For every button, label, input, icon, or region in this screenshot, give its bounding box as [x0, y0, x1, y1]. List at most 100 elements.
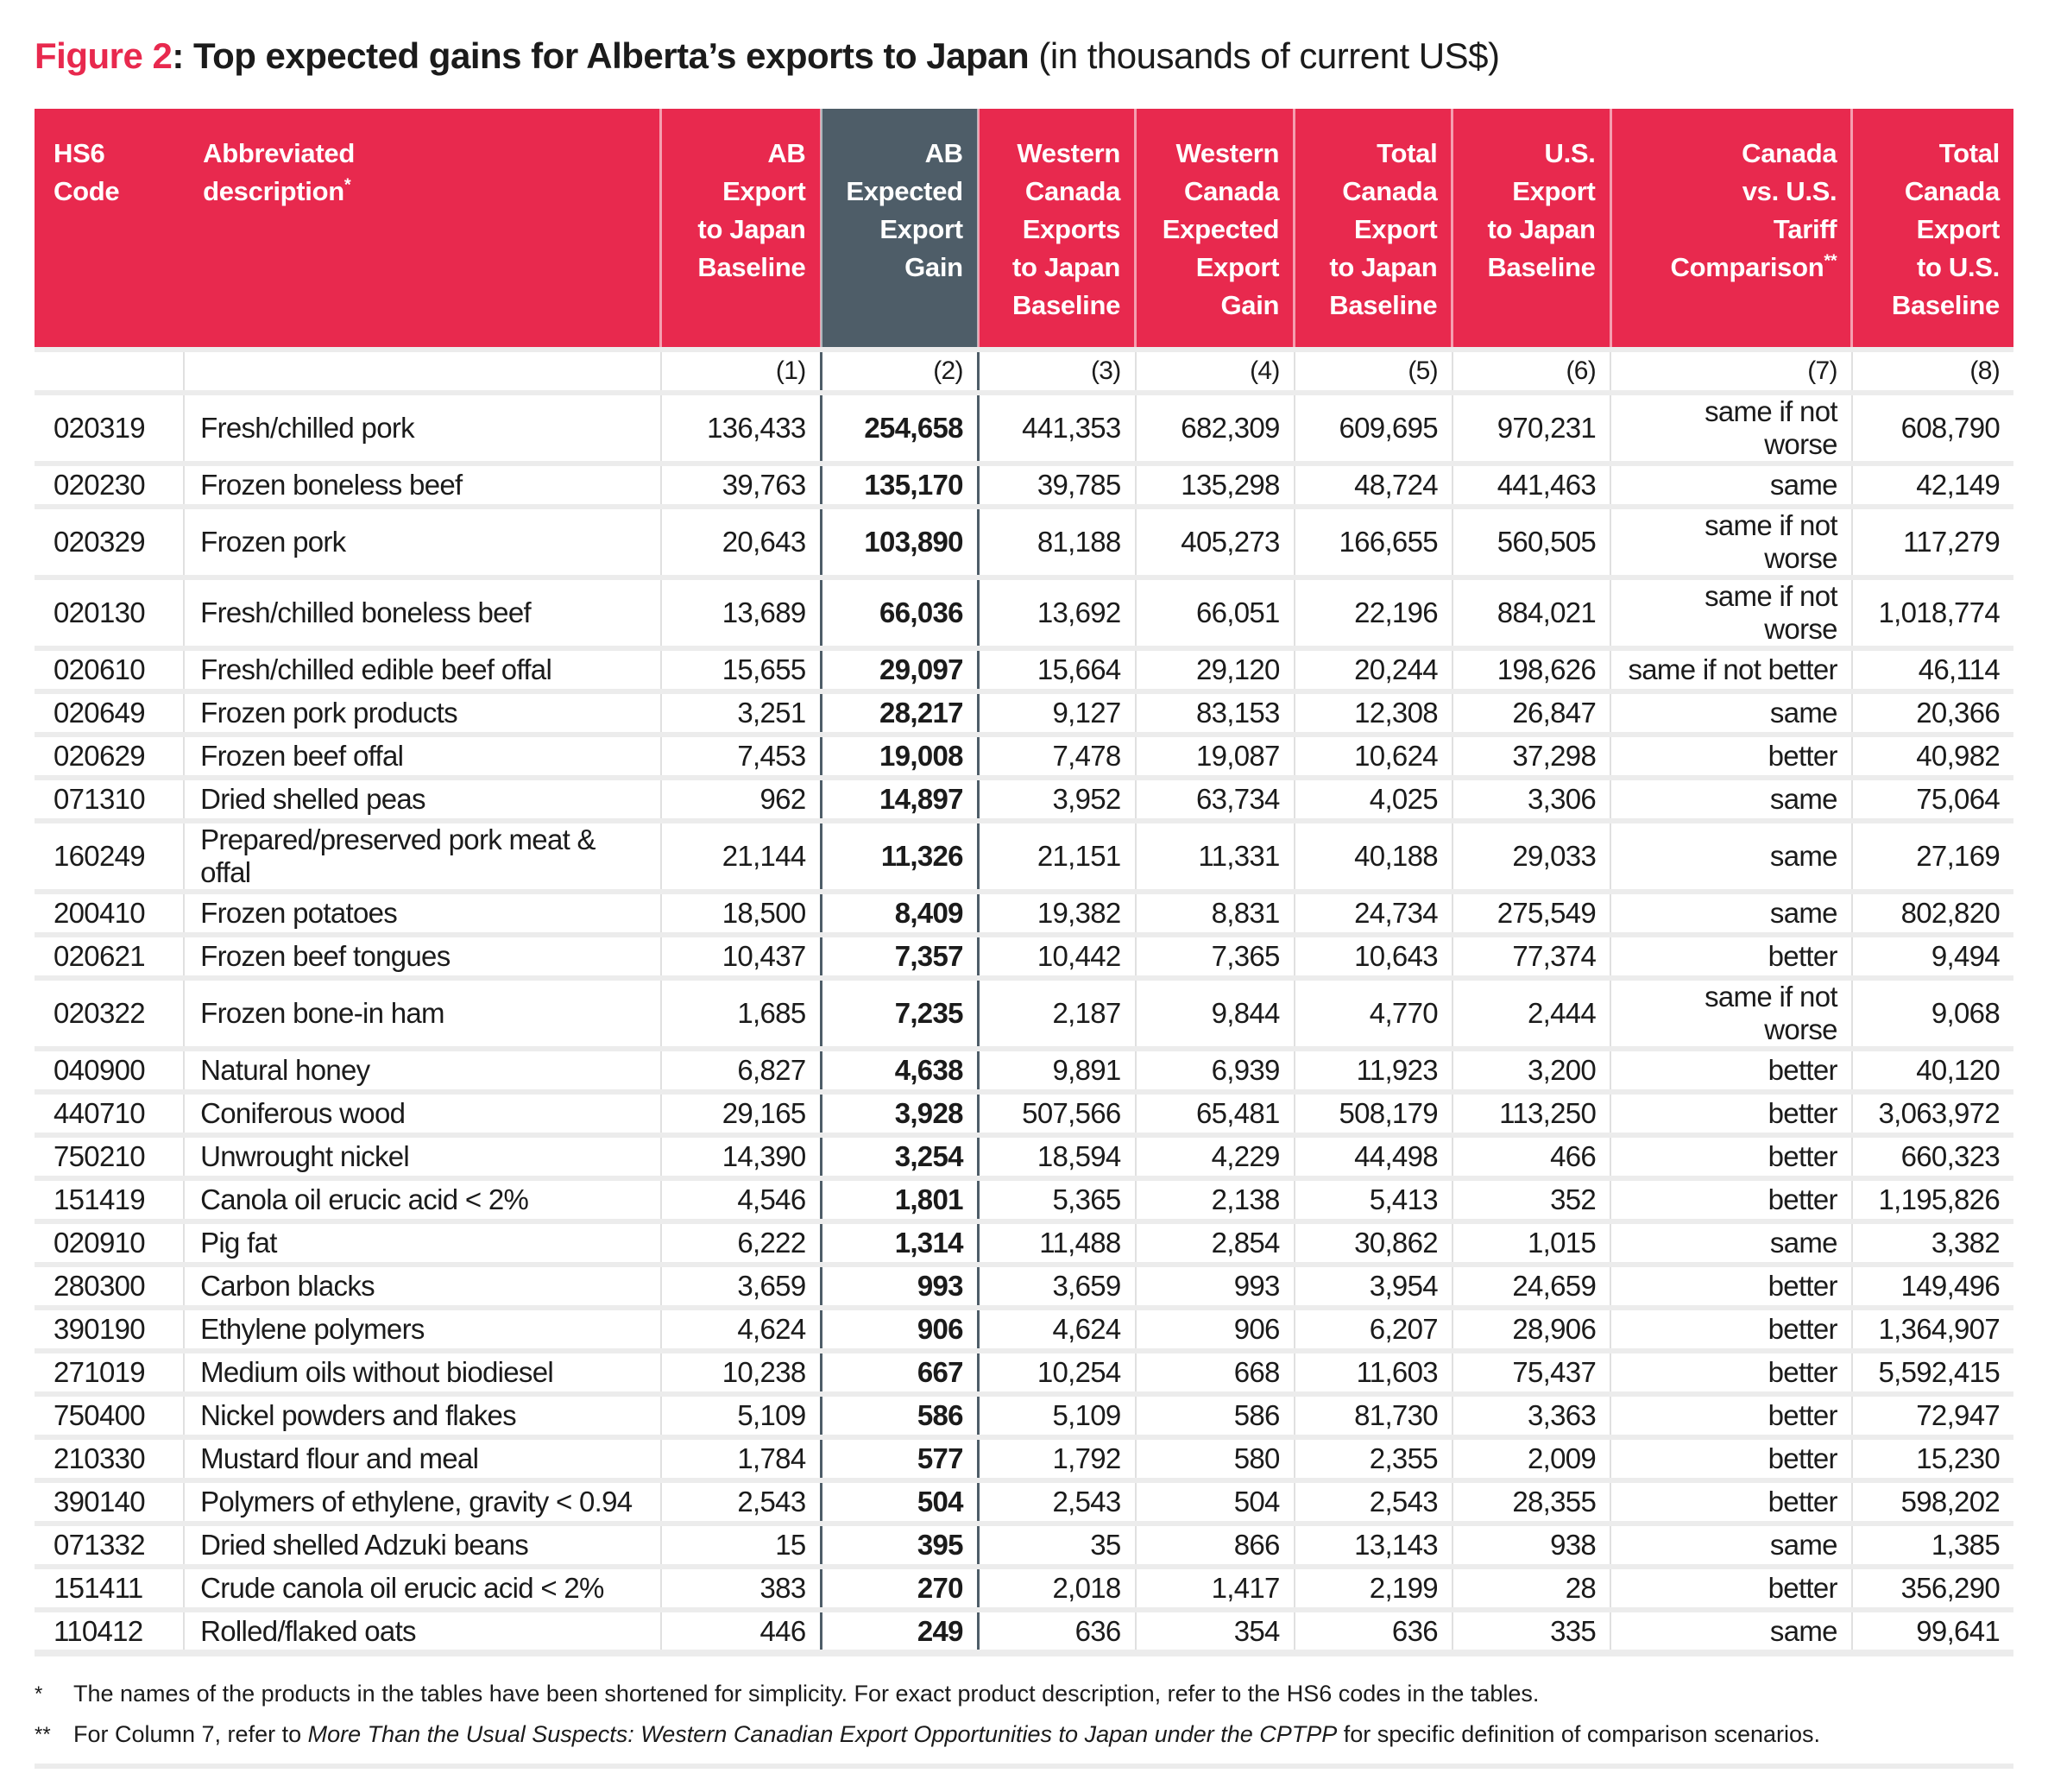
cell-wc_exports_japan_baseline: 2,018 [976, 1564, 1136, 1610]
cell-ab_expected_export_gain: 254,658 [819, 390, 979, 464]
cell-canada_vs_us_tariff_comparison: better [1610, 1391, 1852, 1437]
cell-hs6_code: 020329 [35, 504, 185, 577]
cell-total_canada_export_us_baseline: 660,323 [1850, 1133, 2013, 1178]
cell-ab_export_japan_baseline: 5,109 [659, 1391, 821, 1437]
cell-ab_export_japan_baseline: 39,763 [659, 461, 821, 507]
cell-wc_expected_export_gain: 7,365 [1134, 932, 1295, 978]
cell-description: Frozen bone-in ham [183, 975, 661, 1049]
cell-description: Frozen beef offal [183, 732, 661, 778]
cell-hs6_code: 750210 [35, 1133, 185, 1178]
page-bottom-divider [35, 1764, 2013, 1769]
cell-description: Polymers of ethylene, gravity < 0.94 [183, 1478, 661, 1524]
cell-description: Natural honey [183, 1046, 661, 1092]
cell-ab_expected_export_gain: 19,008 [819, 732, 979, 778]
cell-total_canada_export_us_baseline: 598,202 [1850, 1478, 2013, 1524]
cell-us_export_japan_baseline: 29,033 [1451, 818, 1611, 892]
footnote-1-marker: * [35, 1682, 43, 1706]
col-header-description: Abbreviated description* [184, 109, 661, 350]
cell-ab_export_japan_baseline: 962 [659, 775, 821, 821]
cell-canada_vs_us_tariff_comparison: same [1610, 1607, 1852, 1656]
cell-wc_expected_export_gain: 504 [1134, 1478, 1295, 1524]
col-number-wc_exports_japan_baseline: (3) [976, 347, 1136, 393]
cell-canada_vs_us_tariff_comparison: better [1610, 1564, 1852, 1610]
cell-canada_vs_us_tariff_comparison: better [1610, 732, 1852, 778]
footnote-2-marker: ** [35, 1723, 51, 1746]
cell-us_export_japan_baseline: 24,659 [1451, 1262, 1611, 1308]
cell-us_export_japan_baseline: 26,847 [1451, 689, 1611, 735]
cell-total_canada_export_japan_baseline: 4,770 [1293, 975, 1453, 1049]
cell-canada_vs_us_tariff_comparison: better [1610, 1262, 1852, 1308]
cell-total_canada_export_us_baseline: 5,592,415 [1850, 1348, 2013, 1394]
footnote-1-text: The names of the products in the tables … [73, 1679, 1539, 1709]
cell-canada_vs_us_tariff_comparison: same [1610, 689, 1852, 735]
cell-canada_vs_us_tariff_comparison: better [1610, 1133, 1852, 1178]
cell-description: Ethylene polymers [183, 1305, 661, 1351]
cell-us_export_japan_baseline: 884,021 [1451, 575, 1611, 648]
cell-ab_expected_export_gain: 4,638 [819, 1046, 979, 1092]
header-row: HS6 Code Abbreviated description* AB Expor… [35, 109, 2013, 350]
table-row: 160249 Prepared/preserved pork meat & off… [35, 818, 2013, 892]
table-header: HS6 Code Abbreviated description* AB Expor… [35, 109, 2013, 350]
cell-wc_exports_japan_baseline: 10,442 [976, 932, 1136, 978]
cell-description: Frozen beef tongues [183, 932, 661, 978]
cell-total_canada_export_us_baseline: 46,114 [1850, 646, 2013, 691]
cell-wc_expected_export_gain: 29,120 [1134, 646, 1295, 691]
header-footnote-marker: * [343, 175, 351, 195]
cell-description: Medium oils without biodiesel [183, 1348, 661, 1394]
cell-hs6_code: 071310 [35, 775, 185, 821]
table-row: 151419 Canola oil erucic acid < 2% 4,546 1,… [35, 1176, 2013, 1221]
cell-wc_exports_japan_baseline: 5,109 [976, 1391, 1136, 1437]
col-number-description [183, 347, 661, 393]
cell-ab_expected_export_gain: 3,928 [819, 1089, 979, 1135]
cell-wc_expected_export_gain: 2,854 [1134, 1219, 1295, 1265]
cell-total_canada_export_us_baseline: 1,385 [1850, 1521, 2013, 1567]
cell-hs6_code: 040900 [35, 1046, 185, 1092]
cell-total_canada_export_us_baseline: 3,063,972 [1850, 1089, 2013, 1135]
cell-ab_export_japan_baseline: 2,543 [659, 1478, 821, 1524]
table-row: 020649 Frozen pork products 3,251 28,217 9,1… [35, 689, 2013, 735]
cell-total_canada_export_us_baseline: 608,790 [1850, 390, 2013, 464]
cell-hs6_code: 020322 [35, 975, 185, 1049]
cell-hs6_code: 160249 [35, 818, 185, 892]
table-row: 750400 Nickel powders and flakes 5,109 586 5… [35, 1391, 2013, 1437]
cell-hs6_code: 390140 [35, 1478, 185, 1524]
table-row: 390190 Ethylene polymers 4,624 906 4,624 906 6… [35, 1305, 2013, 1351]
cell-wc_exports_japan_baseline: 7,478 [976, 732, 1136, 778]
cell-ab_expected_export_gain: 7,235 [819, 975, 979, 1049]
cell-ab_expected_export_gain: 1,314 [819, 1219, 979, 1265]
cell-wc_exports_japan_baseline: 3,952 [976, 775, 1136, 821]
cell-ab_export_japan_baseline: 10,437 [659, 932, 821, 978]
cell-total_canada_export_us_baseline: 40,120 [1850, 1046, 2013, 1092]
col-header-hs6_code: HS6 Code [35, 109, 185, 350]
col-number-wc_expected_export_gain: (4) [1134, 347, 1295, 393]
cell-total_canada_export_us_baseline: 356,290 [1850, 1564, 2013, 1610]
cell-wc_expected_export_gain: 63,734 [1134, 775, 1295, 821]
exports-table: HS6 Code Abbreviated description* AB Expor… [35, 109, 2013, 1656]
cell-canada_vs_us_tariff_comparison: same [1610, 461, 1852, 507]
cell-wc_exports_japan_baseline: 5,365 [976, 1176, 1136, 1221]
col-number-total_canada_export_us_baseline: (8) [1850, 347, 2013, 393]
cell-hs6_code: 151411 [35, 1564, 185, 1610]
cell-us_export_japan_baseline: 3,363 [1451, 1391, 1611, 1437]
cell-canada_vs_us_tariff_comparison: same [1610, 1521, 1852, 1567]
cell-description: Pig fat [183, 1219, 661, 1265]
cell-hs6_code: 020649 [35, 689, 185, 735]
cell-wc_exports_japan_baseline: 2,543 [976, 1478, 1136, 1524]
cell-us_export_japan_baseline: 335 [1451, 1607, 1611, 1656]
cell-hs6_code: 071332 [35, 1521, 185, 1567]
cell-description: Coniferous wood [183, 1089, 661, 1135]
cell-canada_vs_us_tariff_comparison: same [1610, 1219, 1852, 1265]
cell-description: Canola oil erucic acid < 2% [183, 1176, 661, 1221]
cell-ab_expected_export_gain: 66,036 [819, 575, 979, 648]
cell-total_canada_export_us_baseline: 15,230 [1850, 1435, 2013, 1480]
column-number-row: (1) (2) (3) (4) (5) (6) (7) (8) [35, 347, 2013, 393]
footnotes: * The names of the products in the table… [35, 1679, 2013, 1750]
cell-total_canada_export_us_baseline: 149,496 [1850, 1262, 2013, 1308]
cell-hs6_code: 020910 [35, 1219, 185, 1265]
cell-ab_export_japan_baseline: 446 [659, 1607, 821, 1656]
figure-title-unit: (in thousands of current US$) [1029, 35, 1500, 76]
cell-description: Frozen pork products [183, 689, 661, 735]
cell-us_export_japan_baseline: 28,906 [1451, 1305, 1611, 1351]
cell-wc_exports_japan_baseline: 10,254 [976, 1348, 1136, 1394]
table-row: 020629 Frozen beef offal 7,453 19,008 7,478 1… [35, 732, 2013, 778]
